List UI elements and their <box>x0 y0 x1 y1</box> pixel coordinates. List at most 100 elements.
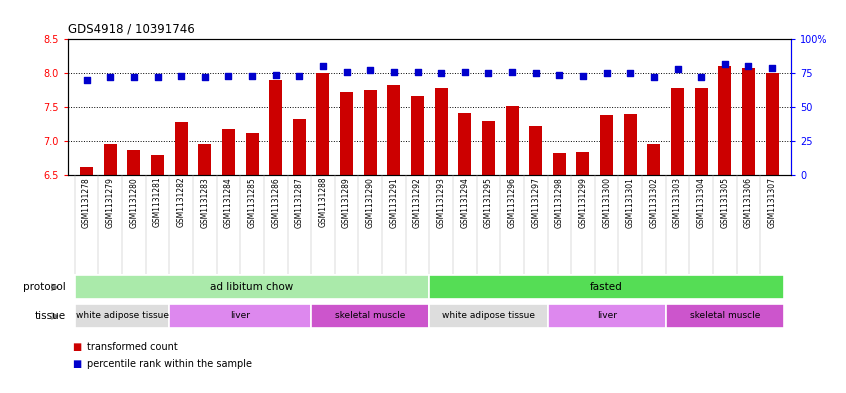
Text: GSM1131287: GSM1131287 <box>295 177 304 228</box>
Text: tissue: tissue <box>35 311 66 321</box>
Text: fasted: fasted <box>591 282 623 292</box>
Text: GSM1131292: GSM1131292 <box>413 177 422 228</box>
Bar <box>128 150 140 175</box>
Point <box>293 73 306 79</box>
Bar <box>506 106 519 175</box>
Text: GSM1131279: GSM1131279 <box>106 177 115 228</box>
Point <box>151 74 164 81</box>
Text: GSM1131285: GSM1131285 <box>248 177 256 228</box>
Point <box>695 74 708 81</box>
Text: ad libitum chow: ad libitum chow <box>211 282 294 292</box>
Point <box>80 77 93 83</box>
Bar <box>530 126 542 175</box>
Text: GSM1131288: GSM1131288 <box>318 177 327 228</box>
Text: ■: ■ <box>72 342 81 352</box>
Bar <box>695 88 708 175</box>
Text: skeletal muscle: skeletal muscle <box>335 311 405 320</box>
Text: protocol: protocol <box>23 282 66 292</box>
Point <box>340 69 354 75</box>
Text: GSM1131284: GSM1131284 <box>224 177 233 228</box>
Bar <box>547 304 666 328</box>
Text: GSM1131280: GSM1131280 <box>129 177 139 228</box>
Bar <box>174 122 188 175</box>
Bar <box>459 112 471 175</box>
Bar <box>269 80 283 175</box>
Text: percentile rank within the sample: percentile rank within the sample <box>87 358 252 369</box>
Bar <box>169 304 311 328</box>
Point <box>434 70 448 76</box>
Text: GSM1131303: GSM1131303 <box>673 177 682 228</box>
Text: GSM1131295: GSM1131295 <box>484 177 493 228</box>
Bar <box>435 88 448 175</box>
Bar <box>222 129 235 175</box>
Point <box>766 64 779 71</box>
Point <box>600 70 613 76</box>
Text: GSM1131281: GSM1131281 <box>153 177 162 228</box>
Text: GSM1131307: GSM1131307 <box>767 177 777 228</box>
Text: skeletal muscle: skeletal muscle <box>689 311 760 320</box>
Bar <box>198 144 212 175</box>
Bar <box>151 154 164 175</box>
Text: GSM1131300: GSM1131300 <box>602 177 611 228</box>
Point <box>458 69 471 75</box>
Text: GSM1131278: GSM1131278 <box>82 177 91 228</box>
Point <box>529 70 542 76</box>
Bar <box>552 153 566 175</box>
Text: GSM1131283: GSM1131283 <box>201 177 209 228</box>
Bar <box>647 144 661 175</box>
Text: GSM1131282: GSM1131282 <box>177 177 185 228</box>
Point <box>576 73 590 79</box>
Text: GSM1131302: GSM1131302 <box>650 177 658 228</box>
Text: GSM1131297: GSM1131297 <box>531 177 541 228</box>
Point <box>624 70 637 76</box>
Point <box>222 73 235 79</box>
Bar <box>387 85 400 175</box>
Point <box>269 72 283 78</box>
Point <box>647 74 661 81</box>
Point <box>742 63 755 70</box>
Text: GSM1131294: GSM1131294 <box>460 177 470 228</box>
Point <box>671 66 684 72</box>
Text: GSM1131305: GSM1131305 <box>720 177 729 228</box>
Bar <box>74 304 169 328</box>
Point <box>245 73 259 79</box>
Bar <box>600 115 613 175</box>
Text: GSM1131301: GSM1131301 <box>626 177 634 228</box>
Bar <box>245 133 259 175</box>
Point <box>552 72 566 78</box>
Point <box>411 69 425 75</box>
Bar <box>666 304 784 328</box>
Bar <box>104 144 117 175</box>
Text: GSM1131298: GSM1131298 <box>555 177 563 228</box>
Bar <box>293 119 306 175</box>
Point <box>198 74 212 81</box>
Point <box>505 69 519 75</box>
Text: white adipose tissue: white adipose tissue <box>75 311 168 320</box>
Bar <box>624 114 637 175</box>
Text: GSM1131306: GSM1131306 <box>744 177 753 228</box>
Text: GSM1131296: GSM1131296 <box>508 177 517 228</box>
Bar <box>74 275 430 299</box>
Bar <box>671 88 684 175</box>
Bar <box>364 90 376 175</box>
Point <box>481 70 495 76</box>
Bar <box>718 66 731 175</box>
Text: liver: liver <box>596 311 617 320</box>
Text: GSM1131291: GSM1131291 <box>389 177 398 228</box>
Text: GSM1131293: GSM1131293 <box>437 177 446 228</box>
Text: white adipose tissue: white adipose tissue <box>442 311 535 320</box>
Text: GSM1131299: GSM1131299 <box>579 177 587 228</box>
Bar <box>430 304 547 328</box>
Text: GSM1131286: GSM1131286 <box>272 177 280 228</box>
Text: GSM1131304: GSM1131304 <box>697 177 706 228</box>
Bar <box>311 304 430 328</box>
Bar <box>576 152 590 175</box>
Bar <box>80 167 93 175</box>
Text: liver: liver <box>230 311 250 320</box>
Point <box>316 63 330 70</box>
Point <box>127 74 140 81</box>
Bar <box>742 68 755 175</box>
Point <box>103 74 117 81</box>
Bar <box>316 73 329 175</box>
Point <box>387 69 401 75</box>
